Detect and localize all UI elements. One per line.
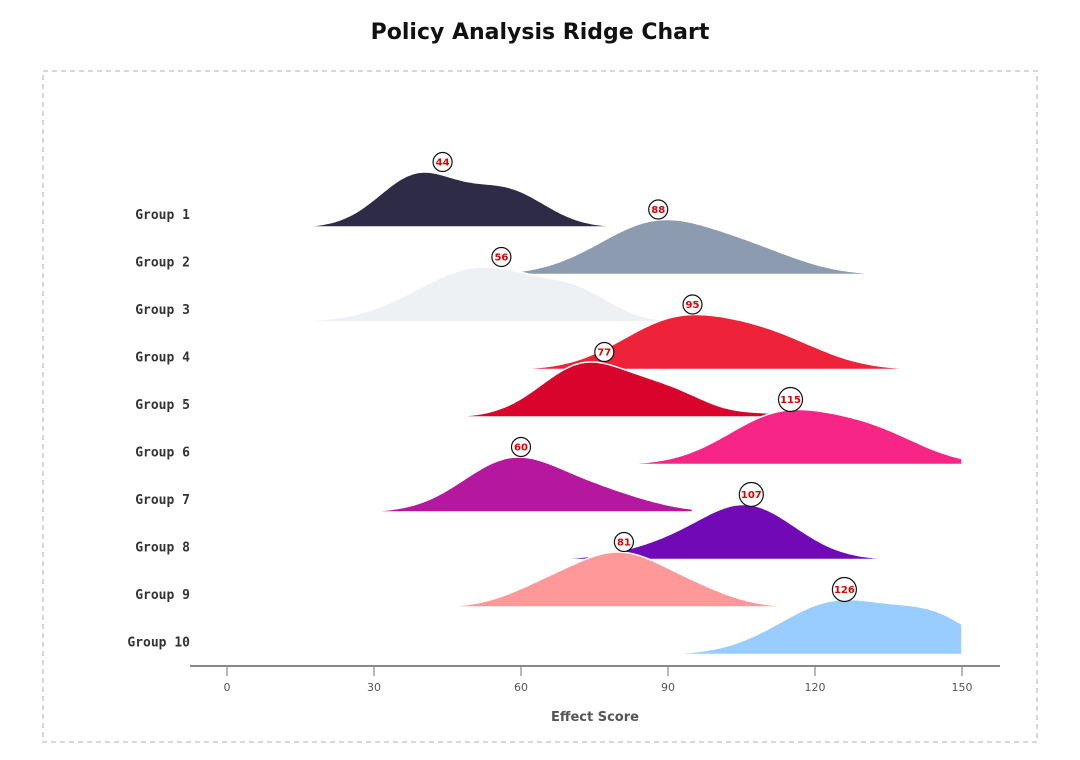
group-label: Group 7 xyxy=(135,493,190,508)
peak-badge: 56 xyxy=(491,246,512,268)
x-tick-label: 0 xyxy=(224,681,231,694)
group-label: Group 5 xyxy=(135,398,190,413)
peak-badge-value: 77 xyxy=(597,348,611,359)
group-label: Group 2 xyxy=(135,256,190,271)
x-tick-label: 60 xyxy=(514,681,528,694)
ridge-group-10 xyxy=(667,598,963,656)
chart-frame xyxy=(42,70,1038,743)
ridges-layer xyxy=(275,171,963,656)
group-label: Group 10 xyxy=(127,636,190,651)
group-label: Group 4 xyxy=(135,351,190,366)
peak-badge-circle xyxy=(648,199,669,220)
peak-badge-circle xyxy=(432,151,453,173)
ridge-group-7 xyxy=(348,456,694,513)
x-axis: 0 30 60 90 120 150 xyxy=(190,665,1000,694)
peak-badge-value: 126 xyxy=(834,585,855,596)
x-tick-label: 30 xyxy=(367,681,381,694)
peak-badge: 77 xyxy=(594,341,615,363)
ridge-group-1 xyxy=(275,171,630,228)
peak-badge-circle xyxy=(831,576,858,603)
group-label: Group 1 xyxy=(135,208,190,223)
group-labels-layer: Group 1 Group 2 Group 3 Group 4 Group 5 Group… xyxy=(127,208,190,651)
peak-badge-value: 115 xyxy=(780,395,801,406)
ridge-group-9 xyxy=(446,551,792,608)
peak-badge-value: 60 xyxy=(514,443,528,454)
peak-badge: 107 xyxy=(738,481,764,508)
group-label: Group 8 xyxy=(135,541,190,556)
x-tick-label: 120 xyxy=(805,681,826,694)
peak-badge-value: 81 xyxy=(617,538,631,549)
peak-badge-value: 88 xyxy=(651,205,665,216)
peak-badge: 115 xyxy=(777,386,804,413)
ridge-group-2 xyxy=(461,218,865,276)
peak-badge-circle xyxy=(613,531,635,553)
peak-badge: 126 xyxy=(831,576,858,603)
peak-badge: 60 xyxy=(510,436,532,458)
x-tick-label: 90 xyxy=(661,681,675,694)
peak-badge-circle xyxy=(510,436,532,458)
peak-badge-value: 107 xyxy=(741,490,762,501)
peak-badge-value: 56 xyxy=(494,253,508,264)
group-label: Group 6 xyxy=(135,446,190,461)
peak-badge: 95 xyxy=(682,294,703,315)
peak-badge-circle xyxy=(777,386,804,413)
group-label: Group 3 xyxy=(135,303,190,318)
group-label: Group 9 xyxy=(135,588,190,603)
peak-badge-circle xyxy=(491,246,512,268)
x-axis-label: Effect Score xyxy=(551,710,639,725)
peak-badge-circle xyxy=(682,294,703,315)
ridge-group-3 xyxy=(299,266,679,323)
badges-layer: 44 88 56 95 77 115 60 107 81 126 xyxy=(432,151,858,603)
peak-badge: 81 xyxy=(613,531,635,553)
peak-badge-value: 95 xyxy=(686,300,700,311)
x-tick-label: 150 xyxy=(952,681,973,694)
peak-badge-circle xyxy=(594,341,615,363)
chart-title: Policy Analysis Ridge Chart xyxy=(370,20,710,45)
peak-badge-value: 44 xyxy=(436,158,450,169)
peak-badge: 88 xyxy=(648,199,669,220)
peak-badge: 44 xyxy=(432,151,453,173)
peak-badge-circle xyxy=(738,481,764,508)
